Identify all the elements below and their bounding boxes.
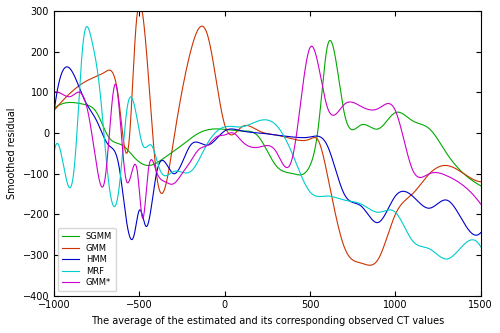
GMM* (466, 188, 471, 192)
GMM* (140, 216, 146, 220)
SGMM (466, 175, 471, 179)
MRF (478, 245, 484, 249)
SGMM (327, 38, 333, 42)
SGMM (247, 130, 253, 134)
MRF (466, 239, 472, 243)
HMM (388, 202, 394, 206)
Legend: SGMM, GMM, HMM, MRF, GMM*: SGMM, GMM, HMM, MRF, GMM* (58, 228, 116, 291)
GMM (478, 180, 484, 184)
HMM (73, 77, 79, 81)
MRF (387, 208, 393, 212)
Line: GMM*: GMM* (54, 46, 480, 218)
Line: SGMM: SGMM (54, 40, 480, 186)
MRF (443, 257, 449, 261)
HMM (128, 238, 134, 242)
HMM (466, 228, 472, 232)
SGMM (73, 101, 79, 105)
SGMM (466, 176, 471, 180)
X-axis label: The average of the estimated and its corresponding observed CT values: The average of the estimated and its cor… (90, 316, 444, 326)
GMM (258, 130, 264, 134)
HMM (248, 130, 254, 134)
HMM (478, 230, 484, 234)
HMM (64, 65, 70, 69)
GMM (51, 109, 57, 113)
MRF (466, 239, 471, 243)
GMM* (478, 202, 484, 206)
HMM (466, 228, 471, 232)
Line: HMM: HMM (54, 67, 480, 240)
GMM (366, 263, 372, 267)
GMM (388, 225, 394, 229)
SGMM (51, 107, 57, 111)
SGMM (258, 139, 264, 143)
GMM (248, 125, 254, 129)
MRF (84, 25, 90, 29)
HMM (259, 131, 265, 135)
SGMM (478, 184, 484, 188)
GMM* (248, 145, 254, 149)
GMM (466, 175, 472, 179)
MRF (258, 118, 264, 122)
GMM* (258, 145, 264, 149)
GMM* (466, 188, 472, 192)
MRF (73, 148, 79, 152)
GMM* (73, 91, 79, 95)
GMM* (308, 44, 314, 48)
MRF (248, 122, 254, 126)
Line: GMM: GMM (54, 4, 480, 265)
HMM (51, 111, 57, 115)
GMM* (51, 90, 57, 94)
SGMM (387, 115, 393, 119)
GMM (137, 2, 143, 6)
Line: MRF: MRF (54, 27, 480, 259)
GMM (466, 175, 471, 179)
GMM* (388, 102, 394, 106)
Y-axis label: Smoothed residual: Smoothed residual (7, 108, 17, 199)
GMM (73, 86, 79, 90)
MRF (51, 151, 57, 155)
